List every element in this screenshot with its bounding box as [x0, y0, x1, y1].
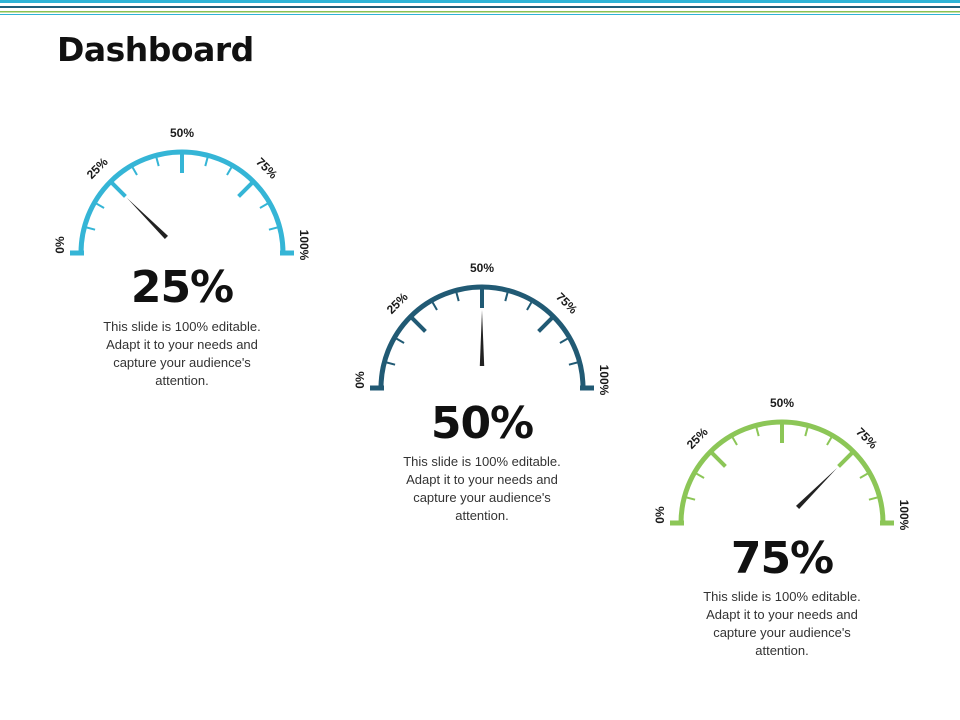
gauge-label-25: 25%: [384, 290, 411, 317]
gauge-minor-tick: [384, 360, 396, 366]
gauge-label-0: 0%: [53, 236, 67, 254]
gauge-label-0: 0%: [653, 506, 667, 524]
gauge-minor-tick: [430, 300, 438, 311]
gauge-minor-tick: [694, 471, 705, 479]
gauge-label-50: 50%: [770, 396, 794, 410]
gauge-minor-tick: [84, 225, 96, 231]
gauge-dial-1: 0% 25% 50% 75% 100%: [53, 126, 311, 261]
gauge-label-75: 75%: [253, 155, 280, 182]
gauge-description-2: This slide is 100% editable. Adapt it to…: [403, 454, 561, 523]
gauge-minor-tick: [568, 360, 580, 366]
gauge-major-tick: [237, 180, 255, 198]
gauge-minor-tick: [268, 225, 280, 231]
gauge-major-tick: [109, 180, 127, 198]
gauge-label-75: 75%: [853, 425, 880, 452]
gauge-description-1: This slide is 100% editable. Adapt it to…: [103, 319, 261, 388]
gauge-description-3: This slide is 100% editable. Adapt it to…: [703, 589, 861, 658]
gauge-needle: [126, 197, 168, 239]
gauge-minor-tick: [154, 155, 160, 167]
gauge-minor-tick: [754, 425, 760, 437]
gauge-minor-tick: [730, 435, 738, 446]
gauge-minor-tick: [868, 495, 880, 501]
gauge-minor-tick: [130, 165, 138, 176]
gauge-value-2: 50%: [430, 398, 534, 449]
gauge-minor-tick: [859, 471, 870, 479]
gauge-minor-tick: [454, 290, 460, 302]
gauge-major-tick: [409, 315, 427, 333]
header-stripe-light: [0, 0, 960, 3]
gauge-label-50: 50%: [170, 126, 194, 140]
gauge-label-50: 50%: [470, 261, 494, 275]
gauge-minor-tick: [204, 155, 210, 167]
header-stripe-dark: [0, 6, 960, 8]
gauge-value-1: 25%: [130, 262, 234, 313]
gauge-label-100: 100%: [597, 365, 611, 396]
page-title: Dashboard: [57, 30, 254, 69]
gauge-minor-tick: [226, 165, 234, 176]
gauge-label-75: 75%: [553, 290, 580, 317]
gauge-minor-tick: [259, 201, 270, 209]
gauge-label-100: 100%: [297, 230, 311, 261]
gauge-minor-tick: [559, 336, 570, 344]
header-stripe-light-thin: [0, 14, 960, 15]
gauge-label-0: 0%: [353, 371, 367, 389]
gauge-dial-2: 0% 25% 50% 75% 100%: [353, 261, 611, 396]
gauge-minor-tick: [804, 425, 810, 437]
gauge-label-25: 25%: [84, 155, 111, 182]
gauge-minor-tick: [394, 336, 405, 344]
gauge-needle: [796, 467, 838, 509]
gauge-minor-tick: [504, 290, 510, 302]
header-stripes: [0, 0, 960, 15]
gauge-value-3: 75%: [730, 533, 834, 584]
gauge-minor-tick: [684, 495, 696, 501]
gauge-dial-3: 0% 25% 50% 75% 100%: [653, 396, 911, 531]
gauge-major-tick: [537, 315, 555, 333]
gauge-major-tick: [837, 450, 855, 468]
gauge-label-25: 25%: [684, 425, 711, 452]
gauge-minor-tick: [94, 201, 105, 209]
gauge-major-tick: [709, 450, 727, 468]
gauge-needle: [479, 310, 485, 366]
gauge-minor-tick: [826, 435, 834, 446]
gauge-minor-tick: [526, 300, 534, 311]
header-stripe-green: [0, 11, 960, 13]
gauge-label-100: 100%: [897, 500, 911, 531]
